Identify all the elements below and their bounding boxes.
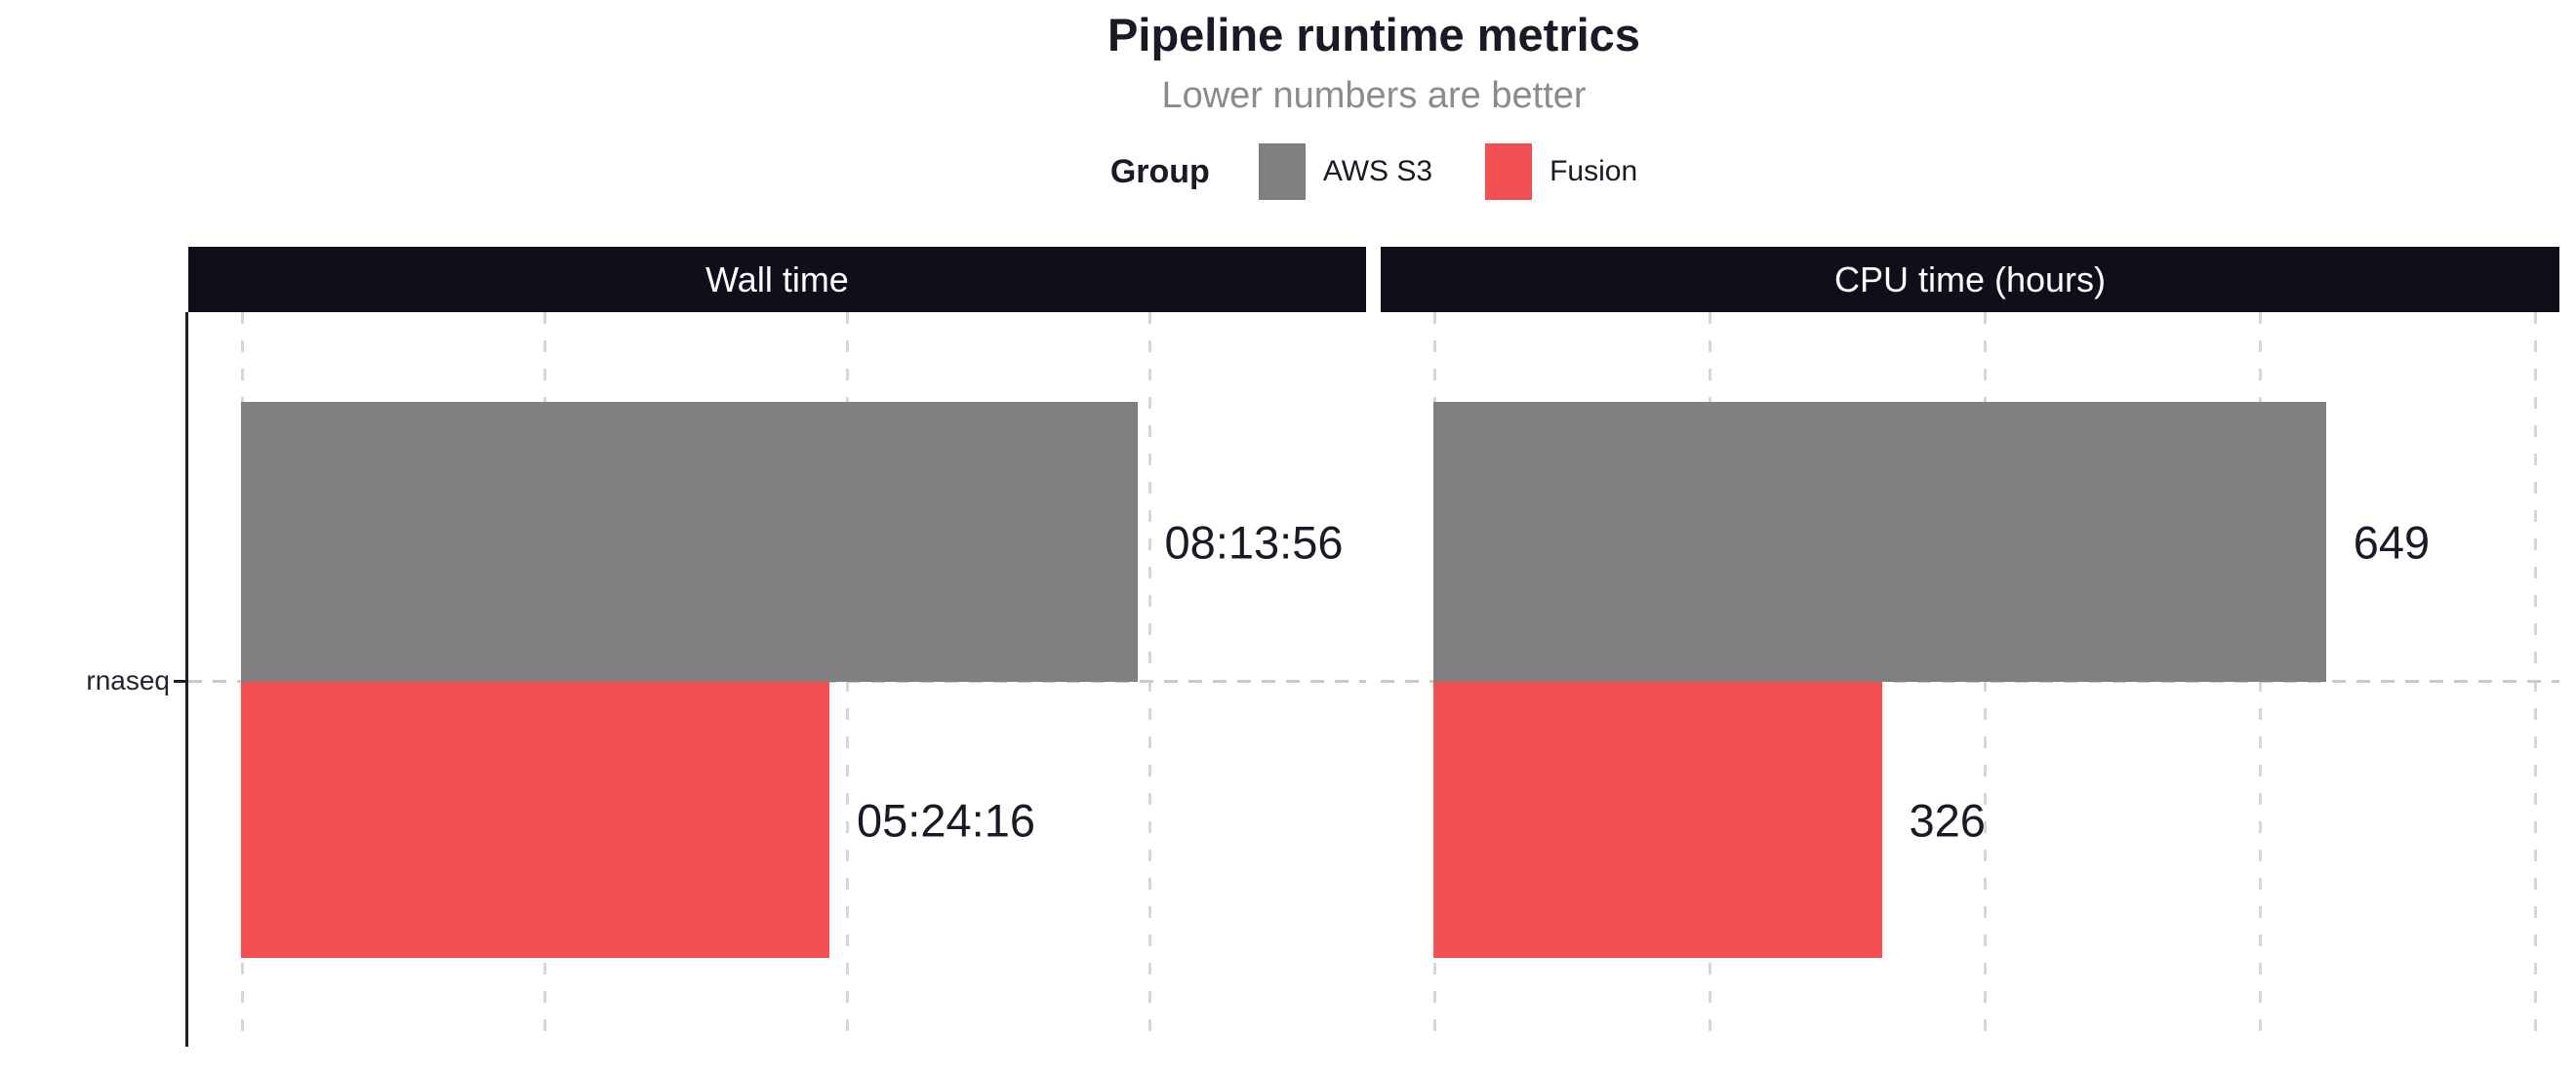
facet-strip-cpu-time: CPU time (hours) (1381, 247, 2559, 312)
chart-title: Pipeline runtime metrics (1107, 9, 1640, 60)
panel-wall-time: 08:13:56 05:24:16 (188, 312, 1366, 1047)
legend: Group AWS S3 Fusion (188, 142, 2559, 201)
bar-value-label-fusion: 326 (1909, 794, 1986, 846)
y-axis-label-rnaseq: rnaseq (86, 665, 170, 695)
vertical-gridline (1147, 312, 1151, 1047)
legend-entry-fusion: Fusion (1485, 143, 1637, 200)
legend-label-fusion: Fusion (1550, 155, 1638, 187)
legend-title: Group (1109, 152, 1210, 190)
legend-swatch-aws-s3 (1258, 143, 1306, 200)
panel-cpu-time: 649 326 (1381, 312, 2559, 1047)
legend-label-aws-s3: AWS S3 (1322, 155, 1433, 187)
legend-swatch-fusion (1485, 143, 1533, 200)
bar-aws-s3 (1433, 402, 2326, 682)
chart-subtitle: Lower numbers are better (1161, 75, 1587, 116)
chart-header: Pipeline runtime metrics Lower numbers a… (188, 0, 2559, 201)
bar-value-label-aws-s3: 649 (2353, 516, 2431, 568)
y-axis-tick (174, 680, 186, 683)
y-axis-line (185, 312, 188, 1047)
bar-fusion (1433, 682, 1882, 958)
bar-aws-s3 (241, 402, 1138, 682)
bar-value-label-fusion: 05:24:16 (857, 794, 1035, 846)
facet-strip-wall-time: Wall time (188, 247, 1366, 312)
bar-fusion (241, 682, 830, 958)
vertical-gridline (2533, 312, 2537, 1047)
bar-value-label-aws-s3: 08:13:56 (1164, 516, 1344, 568)
legend-entry-aws-s3: AWS S3 (1258, 143, 1433, 200)
